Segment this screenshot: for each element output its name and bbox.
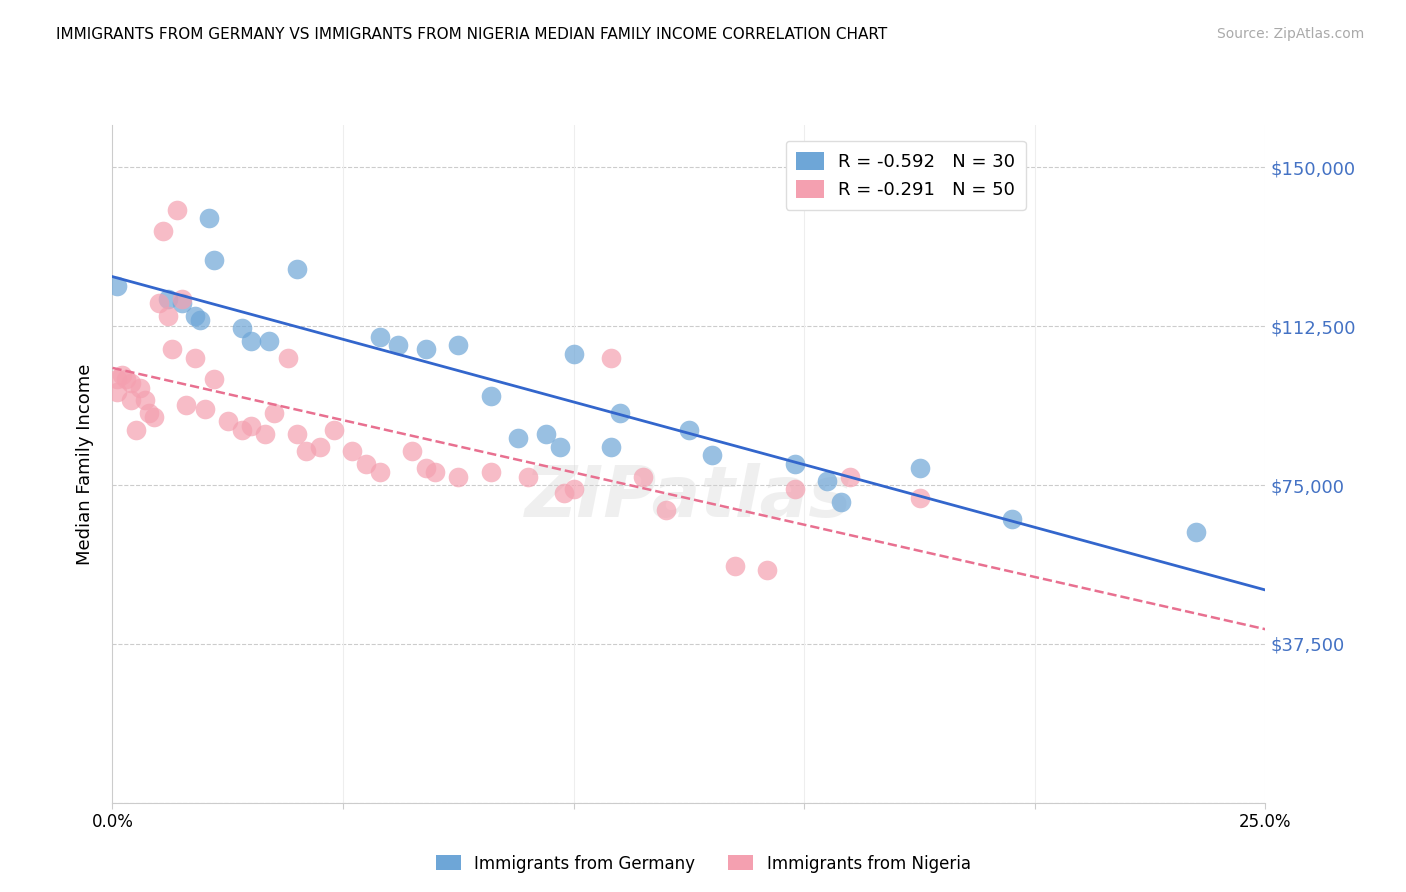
- Point: [295, 444, 318, 458]
- Point: [105, 372, 128, 386]
- Point: [553, 486, 575, 500]
- Point: [156, 292, 179, 306]
- Point: [700, 449, 723, 463]
- Point: [152, 224, 174, 238]
- Text: Source: ZipAtlas.com: Source: ZipAtlas.com: [1216, 27, 1364, 41]
- Point: [194, 401, 217, 416]
- Point: [908, 491, 931, 505]
- Point: [156, 309, 179, 323]
- Point: [188, 313, 211, 327]
- Point: [285, 262, 308, 277]
- Point: [425, 466, 447, 480]
- Point: [479, 389, 502, 403]
- Point: [259, 334, 281, 348]
- Point: [285, 427, 308, 442]
- Point: [783, 457, 806, 471]
- Point: [174, 398, 197, 412]
- Point: [401, 444, 423, 458]
- Point: [166, 202, 188, 217]
- Point: [138, 406, 160, 420]
- Point: [599, 440, 621, 454]
- Point: [263, 406, 285, 420]
- Point: [129, 381, 152, 395]
- Point: [815, 474, 838, 488]
- Point: [277, 351, 299, 365]
- Point: [198, 211, 221, 226]
- Point: [309, 440, 332, 454]
- Point: [111, 368, 134, 382]
- Point: [756, 563, 779, 577]
- Point: [184, 351, 207, 365]
- Legend: Immigrants from Germany, Immigrants from Nigeria: Immigrants from Germany, Immigrants from…: [429, 848, 977, 880]
- Point: [447, 469, 470, 483]
- Point: [1185, 524, 1208, 539]
- Point: [516, 469, 538, 483]
- Point: [120, 393, 142, 408]
- Text: ZIPatlas: ZIPatlas: [526, 463, 852, 533]
- Point: [534, 427, 557, 442]
- Point: [655, 503, 678, 517]
- Point: [415, 343, 437, 357]
- Point: [724, 558, 747, 573]
- Legend: R = -0.592   N = 30, R = -0.291   N = 50: R = -0.592 N = 30, R = -0.291 N = 50: [786, 141, 1026, 211]
- Point: [342, 444, 364, 458]
- Point: [548, 440, 571, 454]
- Point: [105, 384, 128, 399]
- Point: [599, 351, 621, 365]
- Point: [115, 372, 138, 386]
- Point: [322, 423, 344, 437]
- Point: [678, 423, 700, 437]
- Point: [447, 338, 470, 352]
- Point: [1001, 512, 1024, 526]
- Point: [239, 334, 262, 348]
- Point: [479, 466, 502, 480]
- Text: IMMIGRANTS FROM GERMANY VS IMMIGRANTS FROM NIGERIA MEDIAN FAMILY INCOME CORRELAT: IMMIGRANTS FROM GERMANY VS IMMIGRANTS FR…: [56, 27, 887, 42]
- Point: [143, 410, 166, 425]
- Point: [202, 372, 225, 386]
- Point: [202, 253, 225, 268]
- Point: [368, 330, 391, 344]
- Point: [830, 495, 852, 509]
- Point: [354, 457, 377, 471]
- Point: [631, 469, 654, 483]
- Point: [170, 292, 193, 306]
- Point: [184, 309, 207, 323]
- Point: [231, 321, 253, 335]
- Point: [105, 278, 128, 293]
- Point: [508, 432, 530, 446]
- Point: [609, 406, 631, 420]
- Point: [162, 343, 184, 357]
- Point: [368, 466, 391, 480]
- Point: [908, 461, 931, 475]
- Point: [562, 346, 585, 360]
- Point: [415, 461, 437, 475]
- Point: [170, 296, 193, 310]
- Point: [120, 376, 142, 391]
- Point: [387, 338, 409, 352]
- Point: [217, 415, 239, 429]
- Point: [562, 483, 585, 497]
- Point: [839, 469, 862, 483]
- Y-axis label: Median Family Income: Median Family Income: [76, 363, 94, 565]
- Point: [239, 418, 262, 433]
- Point: [783, 483, 806, 497]
- Point: [253, 427, 276, 442]
- Point: [134, 393, 156, 408]
- Point: [231, 423, 253, 437]
- Point: [148, 296, 170, 310]
- Point: [124, 423, 146, 437]
